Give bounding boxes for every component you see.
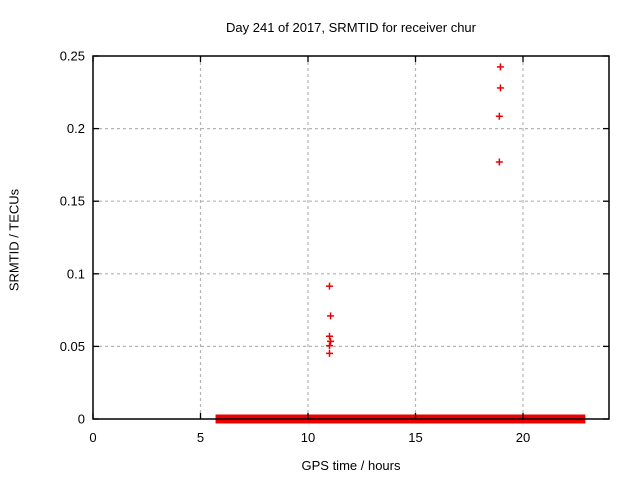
chart-title: Day 241 of 2017, SRMTID for receiver chu… bbox=[226, 20, 476, 35]
x-tick-label: 15 bbox=[408, 430, 422, 445]
y-tick-label: 0.2 bbox=[67, 121, 85, 136]
y-tick-label: 0 bbox=[78, 412, 85, 427]
y-tick-label: 0.15 bbox=[60, 194, 85, 209]
x-axis-label: GPS time / hours bbox=[301, 458, 401, 473]
x-tick-label: 20 bbox=[516, 430, 530, 445]
x-tick-label: 5 bbox=[197, 430, 204, 445]
plot-border bbox=[92, 55, 610, 420]
y-tick-label: 0.25 bbox=[60, 49, 85, 64]
x-tick-label: 10 bbox=[301, 430, 315, 445]
y-tick-label: 0.05 bbox=[60, 339, 85, 354]
y-tick-label: 0.1 bbox=[67, 266, 85, 281]
x-tick-label: 0 bbox=[89, 430, 96, 445]
